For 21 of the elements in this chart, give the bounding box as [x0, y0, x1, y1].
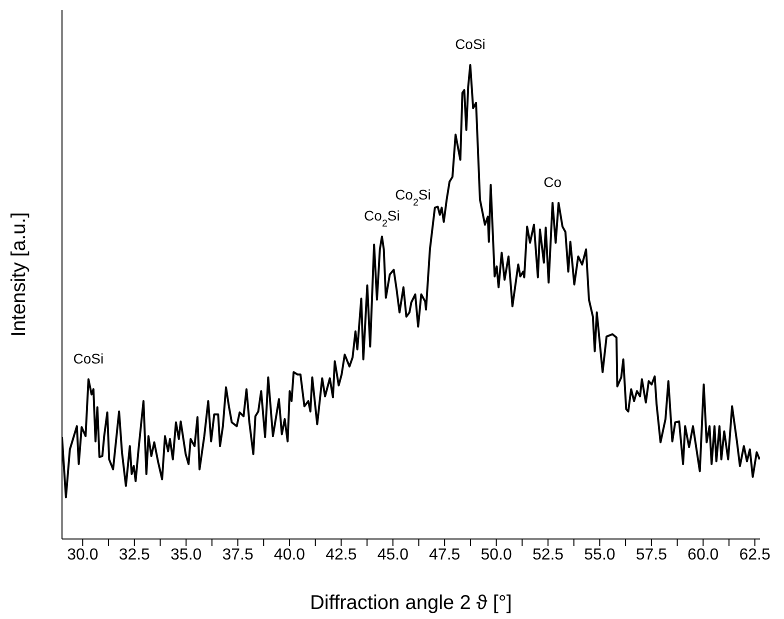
x-tick-label: 62.5 — [739, 546, 770, 564]
y-axis-title: Intensity [a.u.] — [8, 212, 30, 337]
annotation: Co$_{2}$Si — [395, 186, 431, 208]
x-tick-label: 55.0 — [584, 546, 616, 564]
x-tick-label: 45.0 — [377, 546, 409, 564]
x-tick-label: 40.0 — [274, 546, 306, 564]
x-tick-label: 37.5 — [222, 546, 254, 564]
x-tick-label: 52.5 — [532, 546, 564, 564]
x-tick-label: 47.5 — [429, 546, 460, 564]
x-tick-label: 60.0 — [688, 546, 719, 564]
x-tick-label: 35.0 — [170, 546, 202, 564]
annotation: CoSi — [455, 36, 486, 52]
x-tick-label: 50.0 — [480, 546, 512, 564]
x-tick-label: 32.5 — [118, 546, 150, 564]
x-tick-label: 42.5 — [326, 546, 357, 564]
x-tick-label: 30.0 — [67, 546, 98, 564]
annotation: Co — [544, 174, 562, 190]
x-axis-title: Diffraction angle 2 ϑ [°] — [310, 592, 512, 614]
x-tick-label: 57.5 — [636, 546, 668, 564]
annotation: Co$_{2}$Si — [364, 208, 400, 230]
annotation: CoSi — [73, 350, 104, 366]
